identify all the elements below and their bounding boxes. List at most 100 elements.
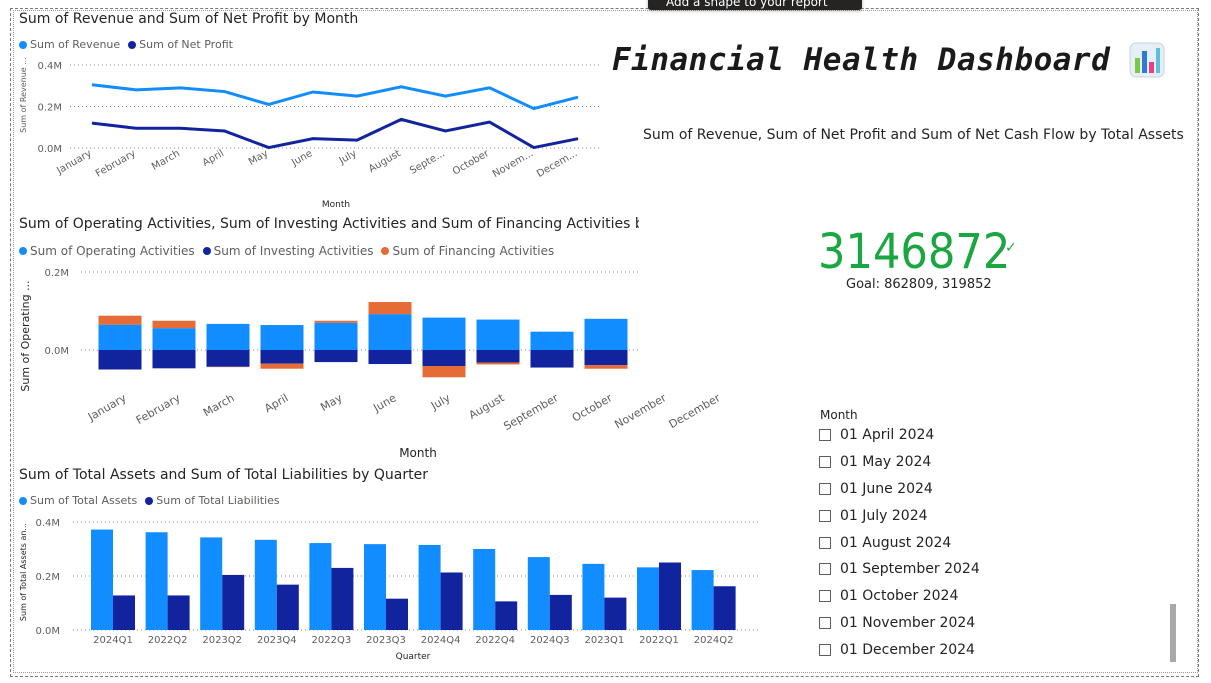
checkbox[interactable] bbox=[819, 429, 831, 442]
checkbox[interactable] bbox=[819, 536, 831, 549]
legend-dot-icon bbox=[128, 40, 137, 49]
x-tick-label: July bbox=[337, 148, 359, 167]
slicer-item[interactable]: 01 October 2024 bbox=[819, 583, 980, 610]
legend-item-total-liabilities[interactable]: Sum of Total Liabilities bbox=[145, 494, 280, 507]
bar-segment bbox=[476, 350, 520, 363]
line-chart-legend[interactable]: Sum of Revenue Sum of Net Profit bbox=[19, 38, 233, 51]
data-point bbox=[312, 138, 314, 140]
bar-segment bbox=[584, 365, 628, 369]
checkbox[interactable] bbox=[819, 456, 831, 469]
bar-segment bbox=[368, 314, 412, 350]
slicer-item[interactable]: 01 July 2024 bbox=[819, 502, 980, 529]
data-point bbox=[489, 87, 491, 89]
x-tick-label: 2023Q2 bbox=[202, 635, 242, 646]
slicer-item[interactable]: 01 September 2024 bbox=[819, 556, 980, 583]
legend-item-revenue[interactable]: Sum of Revenue bbox=[19, 38, 120, 51]
x-tick-label: August bbox=[467, 391, 507, 422]
x-tick-label: 2023Q4 bbox=[257, 635, 297, 646]
legend-item-investing[interactable]: Sum of Investing Activities bbox=[202, 244, 373, 258]
bar-segment bbox=[368, 302, 412, 315]
x-tick-label: April bbox=[201, 148, 226, 169]
slicer-item-label: 01 September 2024 bbox=[840, 561, 980, 578]
legend-item-operating[interactable]: Sum of Operating Activities bbox=[19, 244, 195, 258]
slicer-item[interactable]: 01 December 2024 bbox=[819, 636, 980, 663]
legend-item-total-assets[interactable]: Sum of Total Assets bbox=[19, 494, 137, 507]
x-tick-label: November bbox=[612, 391, 668, 431]
bar bbox=[637, 567, 659, 630]
legend-dot-icon bbox=[145, 496, 154, 505]
bar-segment bbox=[422, 350, 466, 366]
slicer-item[interactable]: 01 April 2024 bbox=[819, 422, 980, 449]
slicer-item-label: 01 May 2024 bbox=[840, 454, 932, 471]
bar-segment bbox=[530, 331, 574, 350]
checkbox[interactable] bbox=[819, 590, 831, 603]
bar-segment bbox=[314, 350, 358, 363]
bar-segment bbox=[206, 323, 250, 350]
bar-segment bbox=[152, 320, 196, 329]
x-axis-label: Quarter bbox=[396, 652, 431, 662]
bar-segment bbox=[152, 350, 196, 369]
x-tick-label: September bbox=[501, 391, 561, 433]
assets-chart-plot[interactable]: Sum of Total Assets an... Quarter 0.4M 0.… bbox=[15, 510, 765, 665]
checkbox[interactable] bbox=[819, 563, 831, 576]
checkbox[interactable] bbox=[819, 482, 831, 495]
slicer-item-label: 01 April 2024 bbox=[840, 427, 935, 444]
bar-segment bbox=[98, 350, 142, 370]
line-chart-plot[interactable]: Sum of Revenue ... Month 0.0M0.2M0.4MJan… bbox=[15, 55, 605, 215]
data-point bbox=[577, 96, 579, 98]
cashflow-chart-plot[interactable]: Sum of Operating ... Month 0.2M 0.0M Janua… bbox=[15, 260, 735, 465]
bar-segment bbox=[98, 315, 142, 325]
data-point bbox=[268, 103, 270, 105]
legend-dot-icon bbox=[202, 247, 211, 255]
line-chart-title: Sum of Revenue and Sum of Net Profit by … bbox=[19, 11, 359, 27]
kpi-goal: Goal: 862809, 319852 bbox=[846, 277, 992, 292]
assets-chart-legend[interactable]: Sum of Total Assets Sum of Total Liabili… bbox=[19, 494, 280, 507]
slicer-item-label: 01 December 2024 bbox=[840, 641, 975, 658]
x-tick-label: 2024Q2 bbox=[694, 635, 734, 646]
x-tick-label: Novem... bbox=[491, 148, 535, 180]
legend-item-net-profit[interactable]: Sum of Net Profit bbox=[128, 38, 233, 51]
bar-segment bbox=[422, 365, 466, 378]
cashflow-chart-legend[interactable]: Sum of Operating Activities Sum of Inves… bbox=[19, 244, 554, 258]
bar-segment bbox=[260, 325, 304, 350]
x-tick-label: February bbox=[134, 391, 183, 427]
bar-segment bbox=[584, 318, 628, 350]
bar bbox=[582, 563, 605, 630]
slicer-item-label: 01 July 2024 bbox=[840, 507, 928, 524]
x-tick-label: August bbox=[367, 148, 403, 175]
slicer-scrollbar[interactable] bbox=[1170, 604, 1176, 662]
x-tick-label: June bbox=[370, 391, 398, 415]
bar bbox=[91, 529, 113, 630]
series-line bbox=[91, 117, 579, 150]
kpi-value: 3146872 bbox=[818, 224, 1011, 280]
slicer-item[interactable]: 01 November 2024 bbox=[819, 610, 980, 637]
slicer-item[interactable]: 01 June 2024 bbox=[819, 476, 980, 503]
bar bbox=[549, 594, 572, 630]
slicer-item-label: 01 October 2024 bbox=[840, 588, 959, 605]
legend-dot-icon bbox=[381, 247, 390, 255]
slicer-item-label: 01 June 2024 bbox=[840, 480, 933, 497]
y-tick-label: 0.2M bbox=[35, 572, 60, 583]
report-canvas bbox=[10, 8, 1199, 677]
legend-dot-icon bbox=[19, 40, 27, 49]
bar bbox=[145, 532, 168, 630]
checkbox[interactable] bbox=[819, 509, 831, 522]
x-axis-label: Month bbox=[399, 446, 437, 460]
x-tick-label: 2024Q1 bbox=[93, 635, 133, 646]
checkbox[interactable] bbox=[819, 643, 831, 656]
checkbox[interactable] bbox=[819, 616, 831, 629]
slicer-item[interactable]: 01 May 2024 bbox=[819, 449, 980, 476]
bar bbox=[113, 595, 135, 630]
slicer-item[interactable]: 01 August 2024 bbox=[819, 529, 980, 556]
data-point bbox=[268, 147, 270, 149]
bar bbox=[495, 601, 518, 630]
x-tick-label: January bbox=[85, 391, 129, 424]
x-tick-label: February bbox=[94, 148, 138, 180]
bar-segment bbox=[314, 322, 358, 350]
bar-segment bbox=[314, 320, 358, 323]
y-tick-label: 0.4M bbox=[35, 518, 60, 529]
bar bbox=[659, 562, 681, 630]
bar bbox=[222, 574, 245, 630]
y-axis-label: Sum of Operating ... bbox=[19, 280, 32, 391]
legend-item-financing[interactable]: Sum of Financing Activities bbox=[381, 244, 554, 258]
